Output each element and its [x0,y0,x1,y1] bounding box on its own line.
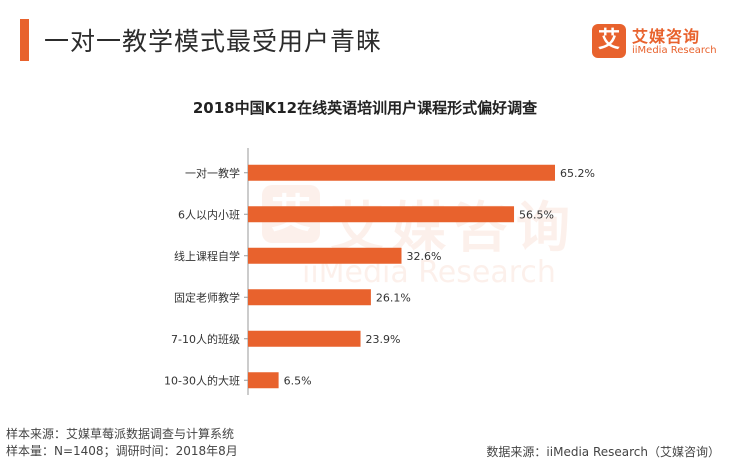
bar-value-label: 65.2% [560,167,595,180]
bar-value-label: 6.5% [284,374,312,387]
bar-value-label: 26.1% [376,291,411,304]
data-source-text: 数据来源：iiMedia Research（艾媒咨询） [486,445,720,459]
bar [248,289,371,306]
bar [248,330,361,347]
category-label: 线上课程自学 [174,249,240,263]
category-label: 固定老师教学 [174,290,240,304]
bar-value-label: 56.5% [519,208,554,221]
category-label: 10-30人的大班 [164,373,240,387]
brand-name-cn: 艾媒咨询 [632,27,701,46]
brand-logo: 艾 艾媒咨询 iiMedia Research [592,22,724,62]
category-label: 7-10人的班级 [171,332,240,346]
category-label: 6人以内小班 [178,207,240,221]
category-label: 一对一教学 [185,166,240,180]
sample-source-text: 样本来源：艾媒草莓派数据调查与计算系统 [6,427,235,441]
title-accent-bar [20,19,29,61]
bar [248,247,402,264]
chart-title: 2018中国K12在线英语培训用户课程形式偏好调查 [192,99,538,117]
bar [248,206,515,223]
sample-size-text: 样本量：N=1408；调研时间：2018年8月 [6,444,238,458]
brand-name-en: iiMedia Research [632,45,717,56]
footer-sample-info: 样本来源：艾媒草莓派数据调查与计算系统 样本量：N=1408；调研时间：2018… [6,426,238,460]
bar-value-label: 23.9% [366,333,401,346]
page-title: 一对一教学模式最受用户青睐 [44,27,383,56]
brand-mark-icon: 艾 [592,24,626,58]
bar-value-label: 32.6% [407,250,442,263]
bar [248,372,279,389]
bar [248,164,555,181]
